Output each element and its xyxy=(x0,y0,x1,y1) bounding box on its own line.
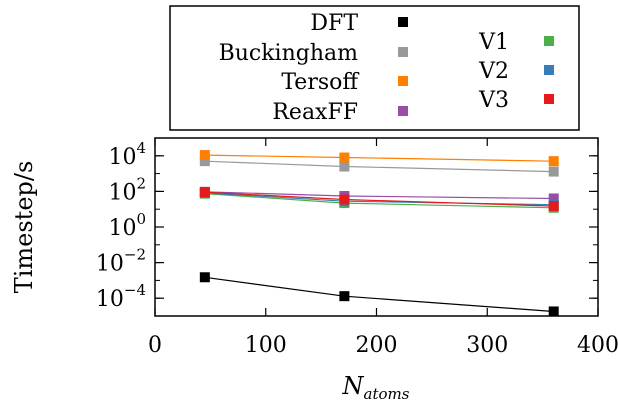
series-line-buckingham xyxy=(204,160,554,173)
legend-marker-v3 xyxy=(544,94,554,104)
legend-marker-v2 xyxy=(544,65,554,75)
y-tick-label-exp: 0 xyxy=(136,210,146,228)
legend-label-tersoff: Tersoff xyxy=(281,70,359,95)
y-tick-label-base: 10 xyxy=(108,180,136,205)
legend-label-buckingham: Buckingham xyxy=(219,41,359,66)
data-point-tersoff xyxy=(548,156,559,167)
legend-label-v2: V2 xyxy=(478,59,509,84)
legend-marker-dft xyxy=(398,17,408,27)
x-tick-label: 100 xyxy=(245,333,287,358)
y-tick-label-exp: −2 xyxy=(124,246,146,264)
y-tick-label-exp: 2 xyxy=(136,174,146,192)
y-tick-label: 100 xyxy=(108,210,146,241)
data-point-dft xyxy=(548,306,559,317)
data-point-dft xyxy=(339,291,350,302)
data-point-buckingham xyxy=(199,156,210,167)
series-layer xyxy=(199,150,559,317)
legend: DFT Buckingham Tersoff ReaxFF V1 V2 V3 xyxy=(169,5,580,131)
x-axis: 0 100 200 300 400 xyxy=(148,138,618,358)
x-axis-label-sub: atoms xyxy=(364,385,410,403)
y-tick-label: 10−4 xyxy=(96,281,146,312)
legend-marker-buckingham xyxy=(398,47,408,57)
y-tick-label-base: 10 xyxy=(108,216,136,241)
legend-label-reaxff: ReaxFF xyxy=(272,100,358,125)
data-point-dft xyxy=(199,272,210,283)
y-tick-label: 102 xyxy=(108,174,146,205)
y-tick-label: 10−2 xyxy=(96,246,146,277)
y-tick-label-base: 10 xyxy=(108,145,136,170)
legend-frame xyxy=(169,5,580,131)
legend-label-dft: DFT xyxy=(310,11,358,36)
data-point-buckingham xyxy=(548,166,559,177)
data-point-buckingham xyxy=(339,161,350,172)
data-point-tersoff xyxy=(199,150,210,161)
x-tick-label: 400 xyxy=(577,333,618,358)
data-point-v3 xyxy=(548,201,559,212)
y-tick-label: 104 xyxy=(108,139,146,170)
data-point-v3 xyxy=(199,187,210,198)
data-point-v3 xyxy=(339,194,350,205)
x-tick-label: 300 xyxy=(466,333,508,358)
series-line-dft xyxy=(204,276,554,313)
plot-frame xyxy=(154,137,599,317)
series-line-tersoff xyxy=(204,154,554,162)
legend-label-v1: V1 xyxy=(478,30,509,55)
x-axis-label: Natoms xyxy=(342,372,410,403)
y-tick-label-exp: −4 xyxy=(124,281,146,299)
legend-marker-tersoff xyxy=(398,76,408,86)
y-tick-label-base: 10 xyxy=(96,252,124,277)
legend-marker-v1 xyxy=(544,36,554,46)
y-tick-label-base: 10 xyxy=(96,287,124,312)
legend-marker-reaxff xyxy=(398,106,408,116)
x-tick-label: 200 xyxy=(356,333,398,358)
x-tick-label: 0 xyxy=(148,333,162,358)
y-axis-label: Timestep/s xyxy=(10,161,38,294)
y-tick-label-exp: 4 xyxy=(136,139,146,157)
legend-label-v3: V3 xyxy=(478,88,509,113)
data-point-reaxff xyxy=(548,193,559,204)
data-point-tersoff xyxy=(339,152,350,163)
x-axis-label-main: N xyxy=(342,372,365,400)
